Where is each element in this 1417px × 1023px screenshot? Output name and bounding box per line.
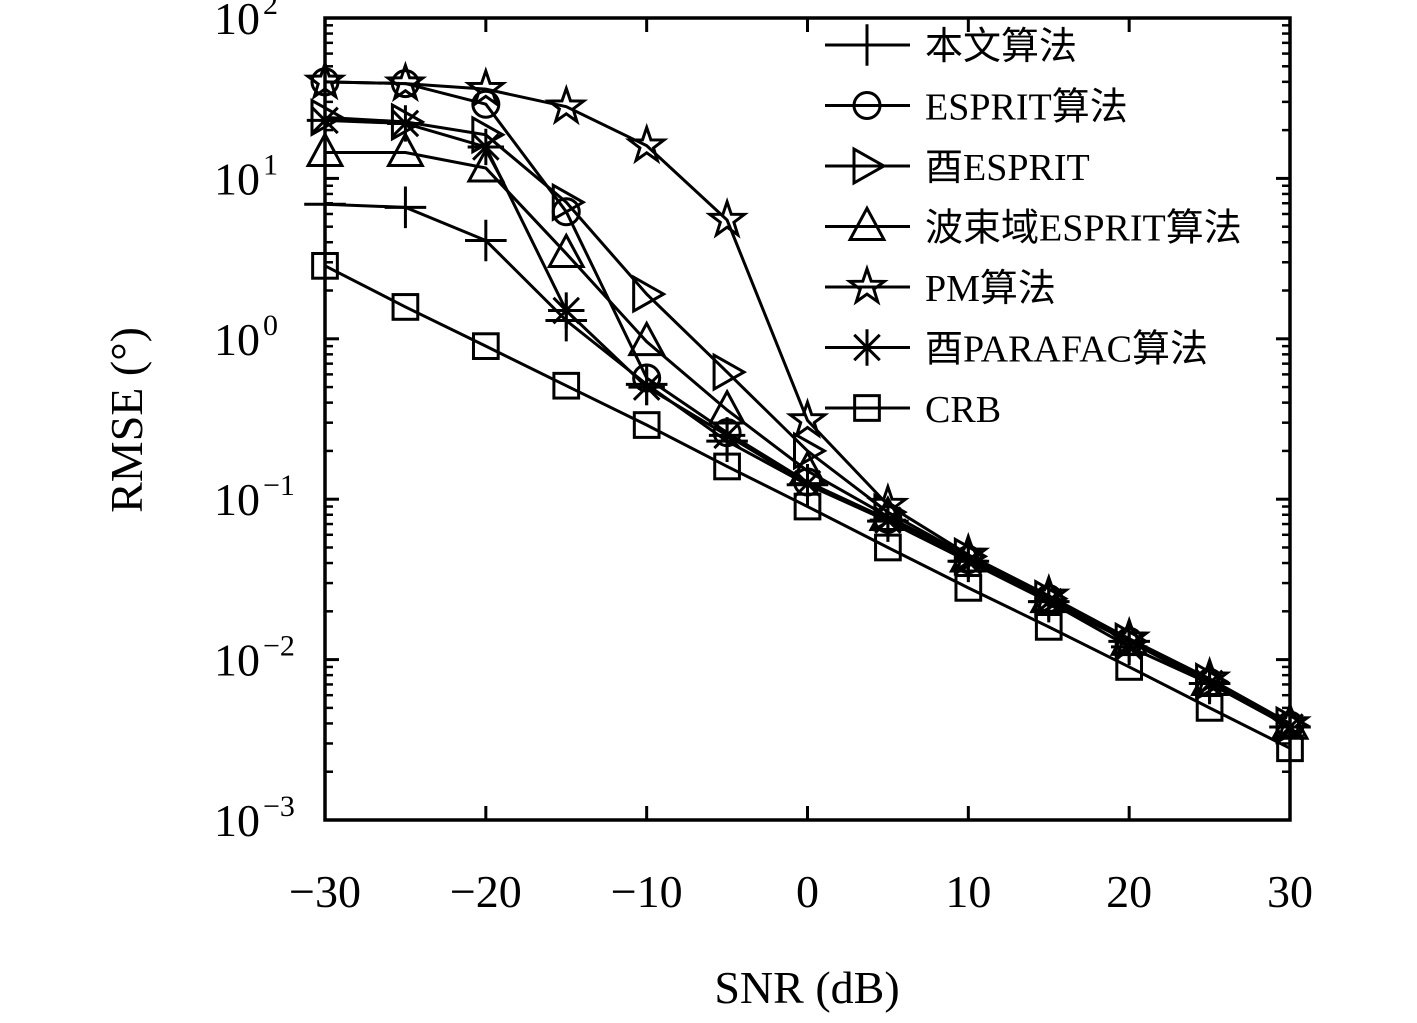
legend-item: 本文算法 xyxy=(825,24,1077,68)
asterisk-marker xyxy=(708,417,746,454)
series-line xyxy=(324,264,1291,750)
triangle-up-marker xyxy=(385,131,425,168)
asterisk-marker xyxy=(1110,628,1148,666)
square-marker xyxy=(793,492,822,521)
square-marker xyxy=(552,371,581,400)
star-marker xyxy=(464,66,508,108)
asterisk-marker xyxy=(848,329,886,366)
y-tick-exponent: 2 xyxy=(263,0,278,21)
x-tick-label: 10 xyxy=(945,866,991,917)
star-marker xyxy=(624,122,669,165)
square-marker xyxy=(874,533,902,562)
square-marker xyxy=(391,293,420,321)
circle-marker xyxy=(852,91,882,120)
square-marker xyxy=(954,574,983,602)
square-marker xyxy=(471,332,500,360)
asterisk-marker xyxy=(628,368,665,406)
y-tick-exponent: 1 xyxy=(263,148,278,181)
x-tick-label: −20 xyxy=(450,866,522,917)
asterisk-marker xyxy=(950,543,987,580)
legend-label: 酉ESPRIT xyxy=(925,147,1090,189)
asterisk-marker xyxy=(387,105,424,142)
legend-label: 本文算法 xyxy=(925,26,1077,68)
star-marker xyxy=(705,197,749,239)
triangle-right-marker xyxy=(712,352,748,392)
x-axis-label: SNR (dB) xyxy=(714,962,899,1013)
triangle-right-marker xyxy=(551,182,587,222)
triangle-right-marker xyxy=(852,146,887,186)
legend-label: 酉PARAFAC算法 xyxy=(925,329,1208,371)
asterisk-marker xyxy=(789,465,826,502)
x-tick-label: −30 xyxy=(289,866,361,917)
series-5 xyxy=(303,58,1312,742)
y-axis-label: RMSE (°) xyxy=(101,327,152,513)
x-tick-label: 30 xyxy=(1267,866,1313,917)
series-7 xyxy=(311,251,1304,763)
triangle-up-marker xyxy=(847,205,887,241)
asterisk-marker xyxy=(548,292,585,329)
star-marker xyxy=(785,397,830,439)
x-tick-label: 20 xyxy=(1106,866,1152,917)
plus-marker xyxy=(384,186,427,229)
legend-label: PM算法 xyxy=(925,268,1056,310)
plus-marker xyxy=(465,219,507,262)
series-6 xyxy=(306,102,1309,746)
legend-item: 酉PARAFAC算法 xyxy=(825,329,1208,371)
square-marker xyxy=(1034,613,1063,641)
asterisk-marker xyxy=(869,501,907,539)
legend-label: ESPRIT算法 xyxy=(925,87,1128,129)
y-tick-exponent: −3 xyxy=(263,790,295,823)
y-tick-label: 10 xyxy=(214,795,260,846)
y-tick-exponent: −2 xyxy=(263,630,295,663)
legend-item: 波束域ESPRIT算法 xyxy=(825,205,1242,250)
star-marker xyxy=(845,264,889,306)
y-tick-label: 10 xyxy=(214,153,260,204)
square-marker xyxy=(1195,694,1224,722)
triangle-up-marker xyxy=(546,232,586,269)
square-marker xyxy=(713,452,741,481)
y-tick-exponent: 0 xyxy=(263,309,278,342)
asterisk-marker xyxy=(467,128,505,166)
y-tick-label: 10 xyxy=(214,474,260,525)
triangle-right-marker xyxy=(1034,579,1069,619)
square-marker xyxy=(853,394,881,422)
asterisk-marker xyxy=(1030,583,1067,620)
y-tick-exponent: −1 xyxy=(263,469,295,502)
star-marker xyxy=(383,60,428,103)
y-tick-label: 10 xyxy=(214,635,260,686)
x-tick-label: 0 xyxy=(796,866,819,917)
square-marker xyxy=(632,411,661,439)
legend-label: CRB xyxy=(925,389,1001,431)
legend-item: ESPRIT算法 xyxy=(825,87,1128,129)
x-tick-label: −10 xyxy=(611,866,683,917)
triangle-up-marker xyxy=(627,320,667,357)
triangle-right-marker xyxy=(632,274,667,314)
legend-item: 酉ESPRIT xyxy=(825,146,1090,189)
y-tick-label: 10 xyxy=(214,0,260,44)
triangle-right-marker xyxy=(1195,662,1230,701)
legend-item: PM算法 xyxy=(825,264,1056,310)
circle-marker xyxy=(471,89,501,119)
square-marker xyxy=(1115,653,1144,681)
y-tick-label: 10 xyxy=(214,314,260,365)
triangle-right-marker xyxy=(310,97,345,137)
legend-label: 波束域ESPRIT算法 xyxy=(925,208,1242,250)
plus-marker xyxy=(846,24,888,66)
legend-item: CRB xyxy=(825,389,1001,431)
asterisk-marker xyxy=(1191,665,1228,702)
star-marker xyxy=(544,83,589,126)
